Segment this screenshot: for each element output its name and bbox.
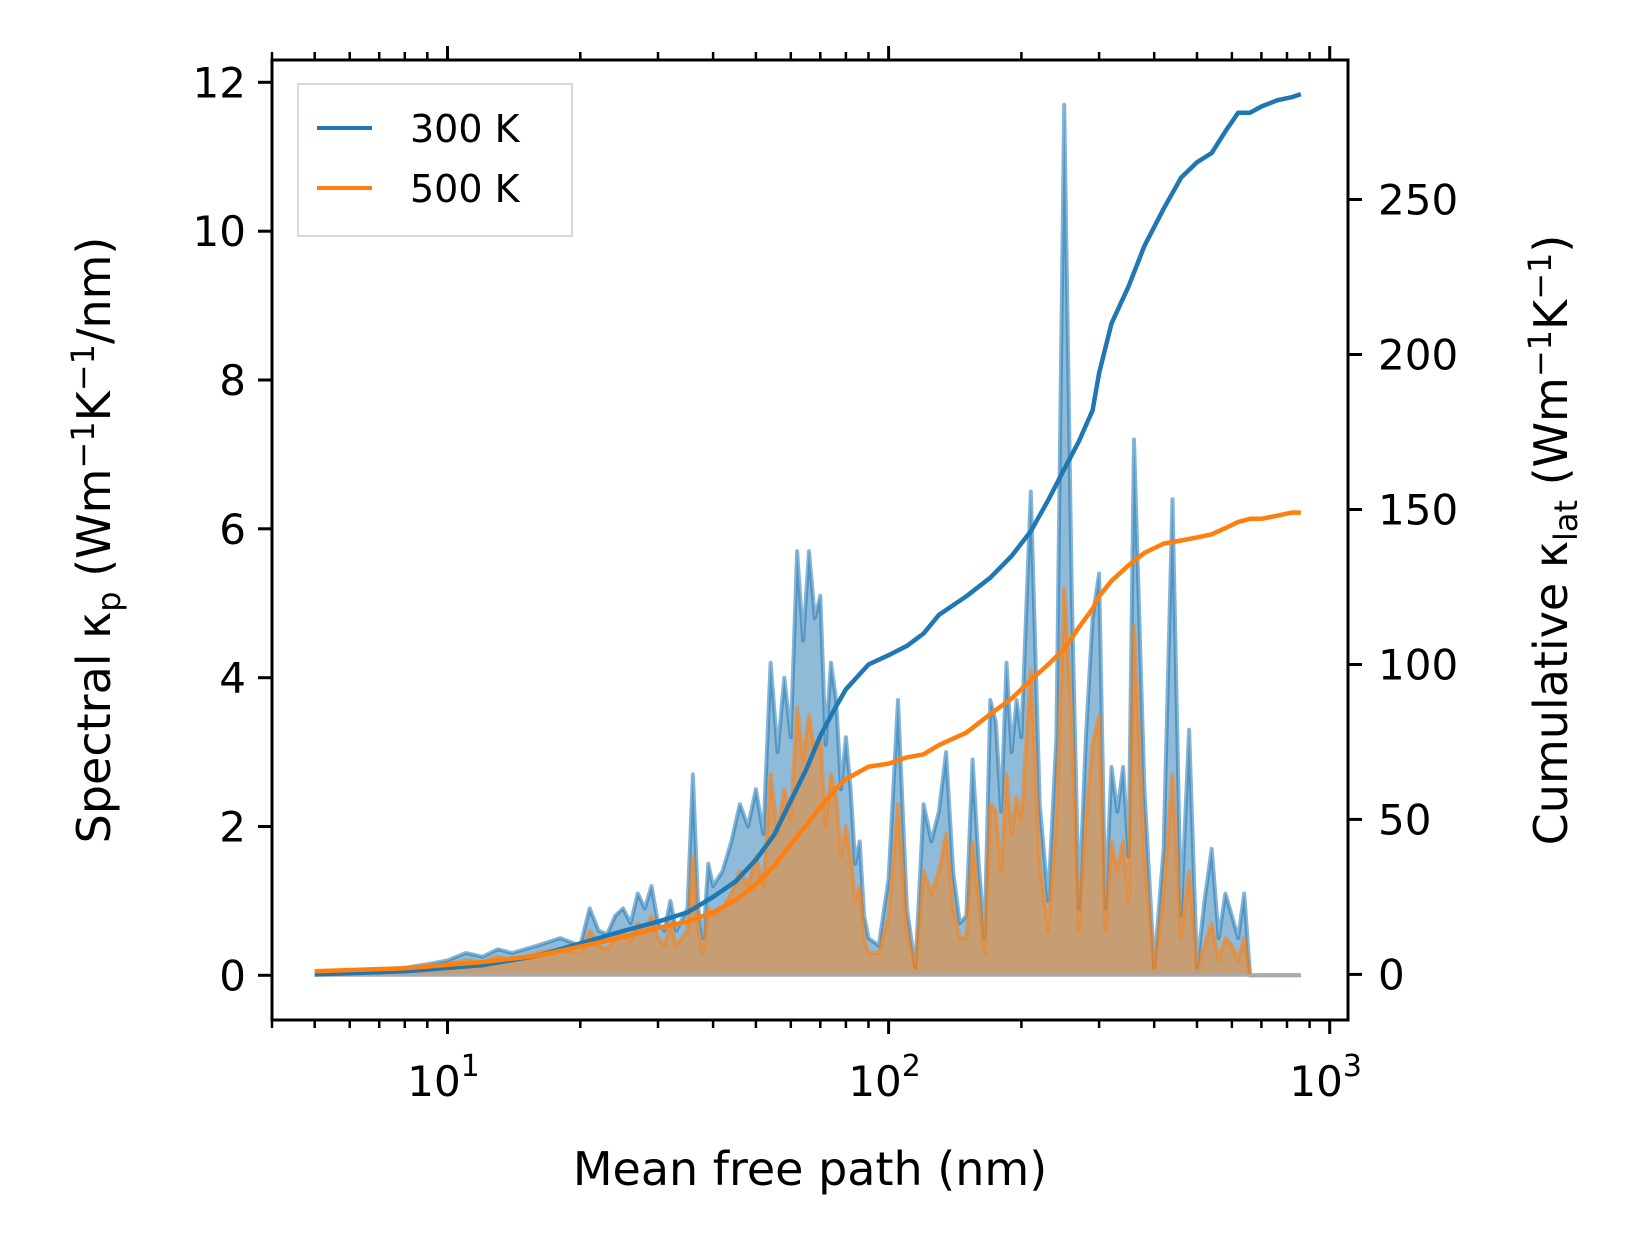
cumulative-lines <box>314 91 1302 977</box>
cumulative-line-500k <box>314 510 1301 974</box>
cumulative-line-300k <box>314 91 1302 977</box>
x-axis-label: Mean free path (nm) <box>573 1142 1047 1196</box>
y-left-tick-label: 12 <box>193 58 246 107</box>
y-left-axis-label: Spectral κp (Wm−1K−1/nm) <box>64 237 128 844</box>
x-tick-label: 103 <box>1289 1049 1362 1106</box>
y-left-tick-label: 10 <box>193 207 246 256</box>
legend: 300 K 500 K <box>297 83 573 237</box>
y-right-tick-label: 50 <box>1378 795 1431 844</box>
x-tick-label: 101 <box>407 1049 480 1106</box>
y-right-axis-label: Cumulative κlat (Wm−1K−1) <box>1521 235 1585 846</box>
axis-ticks: 0 2 4 6 8 10 12 0 50 100 150 200 250 101 102 103 <box>193 46 1458 1106</box>
x-tick-label: 102 <box>848 1049 921 1106</box>
y-left-tick-label: 6 <box>219 505 246 554</box>
y-right-tick-label: 250 <box>1378 176 1458 225</box>
y-left-tick-label: 0 <box>219 951 246 1000</box>
legend-label-500k: 500 K <box>410 167 521 211</box>
spectral-area-500k <box>314 588 1301 976</box>
y-left-tick-label: 2 <box>219 803 246 852</box>
y-right-tick-label: 0 <box>1378 950 1405 999</box>
y-left-tick-label: 4 <box>219 654 246 703</box>
plot-frame <box>270 58 1350 1022</box>
y-right-tick-label: 100 <box>1378 641 1458 690</box>
y-left-tick-label: 8 <box>219 356 246 405</box>
y-right-tick-label: 200 <box>1378 331 1458 380</box>
legend-label-300k: 300 K <box>410 107 521 151</box>
y-right-tick-label: 150 <box>1378 486 1458 535</box>
legend-frame <box>297 83 573 237</box>
